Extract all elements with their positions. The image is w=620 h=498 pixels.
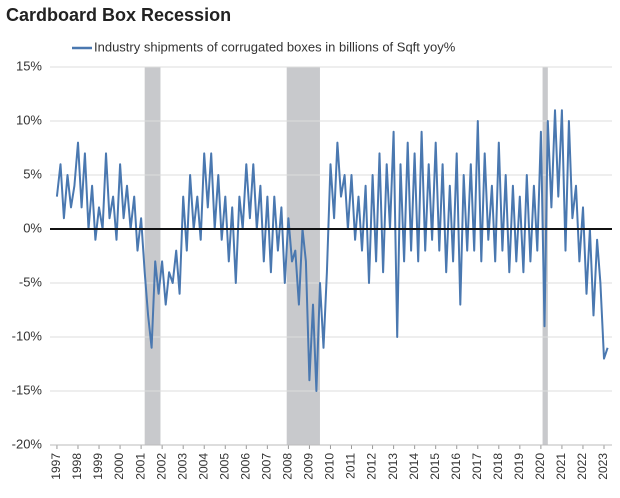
x-tick-label: 1999 [91,453,105,480]
x-tick-label: 2023 [596,453,610,480]
y-tick-label: -20% [12,436,43,451]
x-tick-label: 2021 [554,453,568,480]
x-tick-label: 2019 [512,453,526,480]
y-tick-label: 0% [23,220,42,235]
x-tick-label: 2006 [238,453,252,480]
x-tick-label: 2017 [470,453,484,480]
x-tick-label: 2010 [323,453,337,480]
x-tick-label: 2007 [260,453,274,480]
x-tick-label: 2008 [281,453,295,480]
x-tick-label: 2000 [112,453,126,480]
x-tick-label: 2005 [217,453,231,480]
x-tick-label: 1998 [70,453,84,480]
x-tick-label: 2002 [154,453,168,480]
x-tick-label: 2014 [407,453,421,480]
data-line [55,109,609,392]
x-tick-label: 1997 [49,453,63,480]
x-tick-label: 2012 [365,453,379,480]
x-tick-label: 2016 [449,453,463,480]
y-tick-label: -10% [12,328,43,343]
legend-label: Industry shipments of corrugated boxes i… [94,39,456,54]
x-tick-label: 2009 [302,453,316,480]
x-tick-label: 2018 [491,453,505,480]
chart-title: Cardboard Box Recession [6,5,231,25]
y-tick-label: 10% [16,112,42,127]
recession-band [144,67,161,445]
y-tick-label: -15% [12,382,43,397]
y-tick-label: -5% [19,274,43,289]
x-tick-label: 2020 [533,453,547,480]
x-tick-label: 2003 [175,453,189,480]
y-tick-label: 5% [23,166,42,181]
x-tick-label: 2015 [428,453,442,480]
x-tick-label: 2013 [386,453,400,480]
y-tick-label: 15% [16,58,42,73]
x-tick-label: 2011 [344,453,358,479]
x-tick-label: 2004 [196,453,210,480]
x-tick-label: 2001 [133,453,147,480]
x-tick-label: 2022 [575,453,589,480]
